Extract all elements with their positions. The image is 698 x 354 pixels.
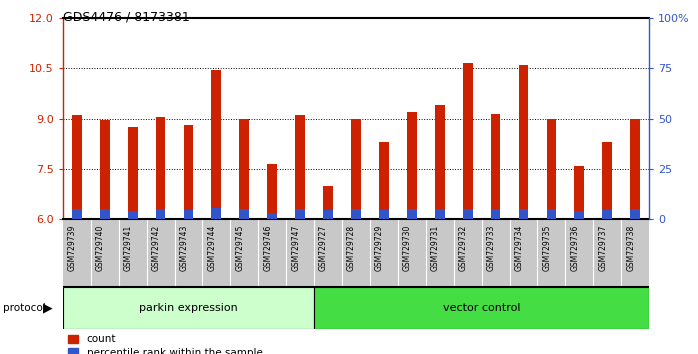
- Text: parkin expression: parkin expression: [139, 303, 238, 313]
- Text: GSM729745: GSM729745: [235, 225, 244, 271]
- Legend: count, percentile rank within the sample: count, percentile rank within the sample: [68, 335, 262, 354]
- Bar: [351, 210, 361, 219]
- Bar: [100, 210, 110, 219]
- Text: GSM729737: GSM729737: [598, 225, 607, 271]
- Bar: [407, 210, 417, 219]
- Text: GSM729738: GSM729738: [626, 225, 635, 271]
- Bar: [630, 119, 640, 219]
- Bar: [574, 211, 584, 219]
- Text: GSM729744: GSM729744: [207, 225, 216, 271]
- Bar: [323, 186, 333, 219]
- Text: GSM729729: GSM729729: [375, 225, 384, 271]
- Bar: [295, 115, 305, 219]
- Bar: [435, 105, 445, 219]
- Bar: [63, 287, 314, 329]
- Text: GSM729736: GSM729736: [570, 225, 579, 271]
- Bar: [72, 115, 82, 219]
- Bar: [128, 211, 138, 219]
- Bar: [491, 114, 500, 219]
- Text: GSM729747: GSM729747: [291, 225, 300, 271]
- Bar: [602, 210, 612, 219]
- Text: GSM729742: GSM729742: [151, 225, 161, 271]
- Text: GSM729727: GSM729727: [319, 225, 328, 271]
- Bar: [574, 166, 584, 219]
- Bar: [547, 119, 556, 219]
- Text: GSM729746: GSM729746: [263, 225, 272, 271]
- Bar: [72, 210, 82, 219]
- Bar: [267, 213, 277, 219]
- Bar: [211, 208, 221, 219]
- Bar: [630, 210, 640, 219]
- Bar: [239, 119, 249, 219]
- Bar: [463, 210, 473, 219]
- Bar: [547, 210, 556, 219]
- Bar: [211, 70, 221, 219]
- Text: GDS4476 / 8173381: GDS4476 / 8173381: [63, 11, 190, 24]
- Bar: [156, 210, 165, 219]
- Bar: [407, 112, 417, 219]
- Text: GSM729730: GSM729730: [403, 225, 412, 271]
- Text: GSM729741: GSM729741: [124, 225, 133, 271]
- Bar: [463, 63, 473, 219]
- Bar: [100, 120, 110, 219]
- Text: GSM729732: GSM729732: [459, 225, 468, 271]
- Bar: [156, 117, 165, 219]
- Bar: [239, 210, 249, 219]
- Text: GSM729743: GSM729743: [179, 225, 188, 271]
- Bar: [602, 142, 612, 219]
- Text: GSM729739: GSM729739: [68, 225, 77, 271]
- Text: vector control: vector control: [443, 303, 521, 313]
- Text: GSM729734: GSM729734: [514, 225, 524, 271]
- Bar: [519, 210, 528, 219]
- Bar: [519, 65, 528, 219]
- Text: GSM729735: GSM729735: [542, 225, 551, 271]
- Bar: [491, 210, 500, 219]
- Text: GSM729728: GSM729728: [347, 225, 356, 271]
- Bar: [267, 164, 277, 219]
- Bar: [435, 210, 445, 219]
- Bar: [128, 127, 138, 219]
- Text: GSM729733: GSM729733: [487, 225, 496, 271]
- Bar: [314, 287, 649, 329]
- Text: protocol: protocol: [3, 303, 46, 313]
- Bar: [379, 142, 389, 219]
- Bar: [323, 210, 333, 219]
- Bar: [295, 210, 305, 219]
- Bar: [351, 119, 361, 219]
- Text: GSM729740: GSM729740: [96, 225, 105, 271]
- Text: GSM729731: GSM729731: [431, 225, 440, 271]
- Bar: [184, 210, 193, 219]
- Text: ▶: ▶: [43, 302, 52, 314]
- Bar: [184, 125, 193, 219]
- Bar: [379, 210, 389, 219]
